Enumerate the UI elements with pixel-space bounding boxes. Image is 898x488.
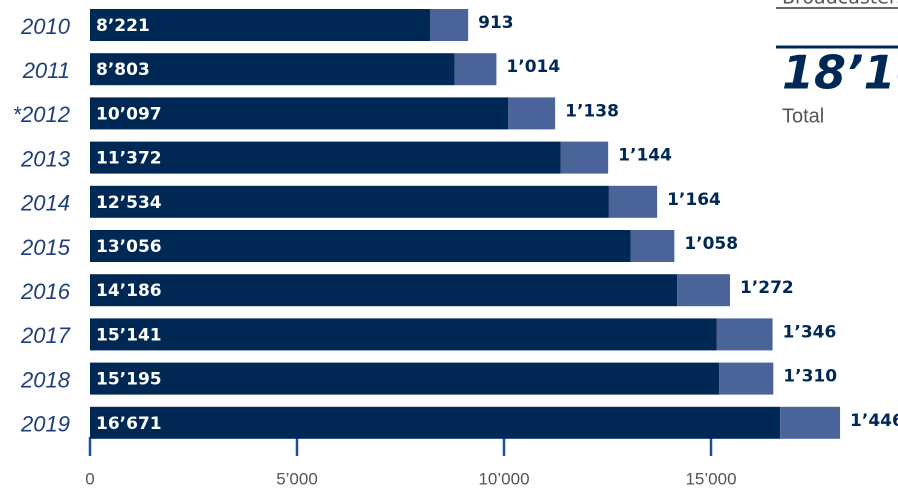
y-tick-label: 2010	[20, 14, 71, 39]
value-label: 10’097	[96, 104, 162, 124]
panel-total-label: Total	[782, 105, 824, 127]
value-label: 913	[478, 13, 513, 33]
y-tick-label: 2018	[20, 367, 71, 392]
y-tick-label: 2019	[20, 412, 70, 437]
value-label: 12’534	[96, 193, 162, 213]
bar-segment	[454, 53, 497, 86]
value-label: 1’346	[783, 322, 837, 342]
bar-segment	[560, 141, 609, 174]
bar-segment	[719, 362, 774, 395]
value-label: 11’372	[96, 149, 162, 169]
value-label: 13’056	[96, 237, 162, 257]
value-label: 1’446	[850, 411, 898, 431]
value-label: 1’164	[667, 190, 721, 210]
y-tick-label: 2017	[20, 323, 71, 348]
bar-segment	[90, 318, 717, 351]
value-label: 1’272	[740, 278, 794, 298]
panel-heading: Broadcasters	[782, 0, 898, 9]
value-label: 1’058	[684, 234, 738, 254]
x-tick-label: 15’000	[685, 469, 736, 488]
bar-segment	[90, 274, 678, 307]
value-label: 15’195	[96, 370, 162, 390]
panel-total: 18’16	[782, 46, 898, 100]
bar-segment	[630, 230, 675, 262]
bar-segment	[90, 185, 609, 218]
bar-segment	[430, 9, 469, 41]
value-label: 1’310	[783, 367, 837, 387]
bar-segment	[90, 230, 631, 262]
value-label: 1’138	[565, 101, 619, 121]
bar-segment	[90, 406, 781, 439]
bar-segment	[677, 274, 730, 307]
value-label: 15’141	[96, 325, 162, 345]
x-tick-label: 5’000	[276, 469, 318, 488]
bar-segment	[90, 53, 455, 86]
bar-segment	[608, 185, 658, 218]
value-label: 16’671	[96, 414, 162, 434]
y-tick-label: 2013	[20, 146, 71, 171]
bar-segment	[508, 97, 556, 130]
bar-segment	[90, 362, 720, 395]
value-label: 14’186	[96, 281, 162, 301]
bar-segment	[716, 318, 773, 351]
value-label: 1’144	[618, 146, 672, 166]
y-tick-label: 2015	[20, 235, 71, 260]
x-tick-label: 0	[85, 469, 94, 488]
bar-segment	[90, 9, 431, 41]
value-label: 1’014	[506, 57, 560, 77]
value-label: 8’221	[96, 16, 150, 36]
y-tick-label: 2011	[22, 58, 70, 83]
bar-segment	[90, 97, 509, 130]
value-label: 8’803	[96, 60, 150, 80]
bar-segment	[780, 406, 841, 439]
y-tick-label: 2016	[20, 279, 71, 304]
x-tick-label: 10’000	[478, 469, 529, 488]
y-tick-label: *2012	[12, 102, 70, 127]
bar-segment	[90, 141, 561, 174]
y-tick-label: 2014	[20, 191, 70, 216]
